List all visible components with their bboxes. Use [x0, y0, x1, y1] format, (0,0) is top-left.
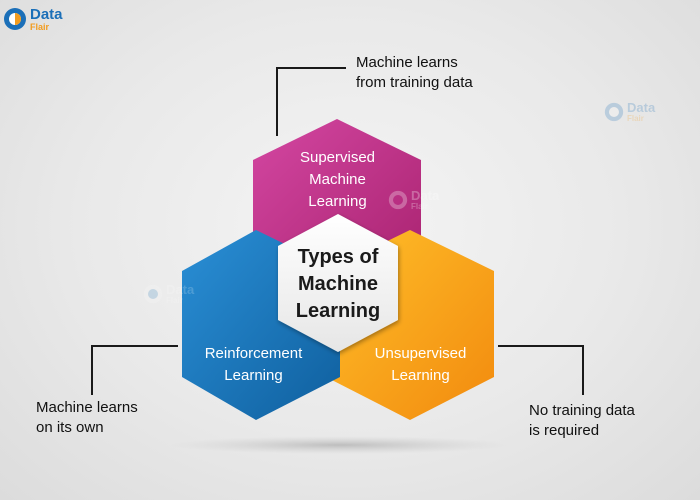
logo-word-data: Data [30, 5, 63, 23]
watermark-word-data: Data [166, 282, 195, 297]
logo-word-flair: Flair [30, 21, 50, 32]
floor-shadow [170, 436, 510, 454]
center-hexagon [278, 214, 398, 352]
dataflair-watermark-icon [143, 284, 163, 304]
dataflair-watermark: Data Flair [604, 100, 655, 124]
connector-line-right [498, 345, 584, 395]
dataflair-watermark-icon [388, 190, 408, 210]
dataflair-watermark-icon [604, 102, 624, 122]
watermark-word-flair: Flair [411, 202, 428, 211]
watermark-word-data: Data [627, 100, 656, 115]
supervised-callout: Machine learns from training data [356, 54, 473, 91]
dataflair-watermark: Data Flair [143, 282, 194, 306]
unsupervised-callout: No training data is required [529, 402, 635, 439]
watermark-word-flair: Flair [627, 114, 644, 123]
dataflair-logo: Data Flair [3, 5, 63, 33]
watermark-word-flair: Flair [166, 296, 183, 305]
connector-line-left [91, 345, 178, 395]
watermark-word-data: Data [411, 188, 440, 203]
connector-line-top [276, 67, 346, 136]
dataflair-watermark: Data Flair [388, 188, 439, 212]
dataflair-logo-icon [4, 8, 26, 30]
reinforcement-label: Reinforcement Learning [204, 345, 303, 384]
reinforcement-callout: Machine learns on its own [36, 399, 138, 436]
center-title: Types of Machine Learning [295, 246, 381, 322]
unsupervised-label: Unsupervised Learning [374, 345, 467, 384]
supervised-label: Supervised Machine Learning [299, 149, 376, 210]
